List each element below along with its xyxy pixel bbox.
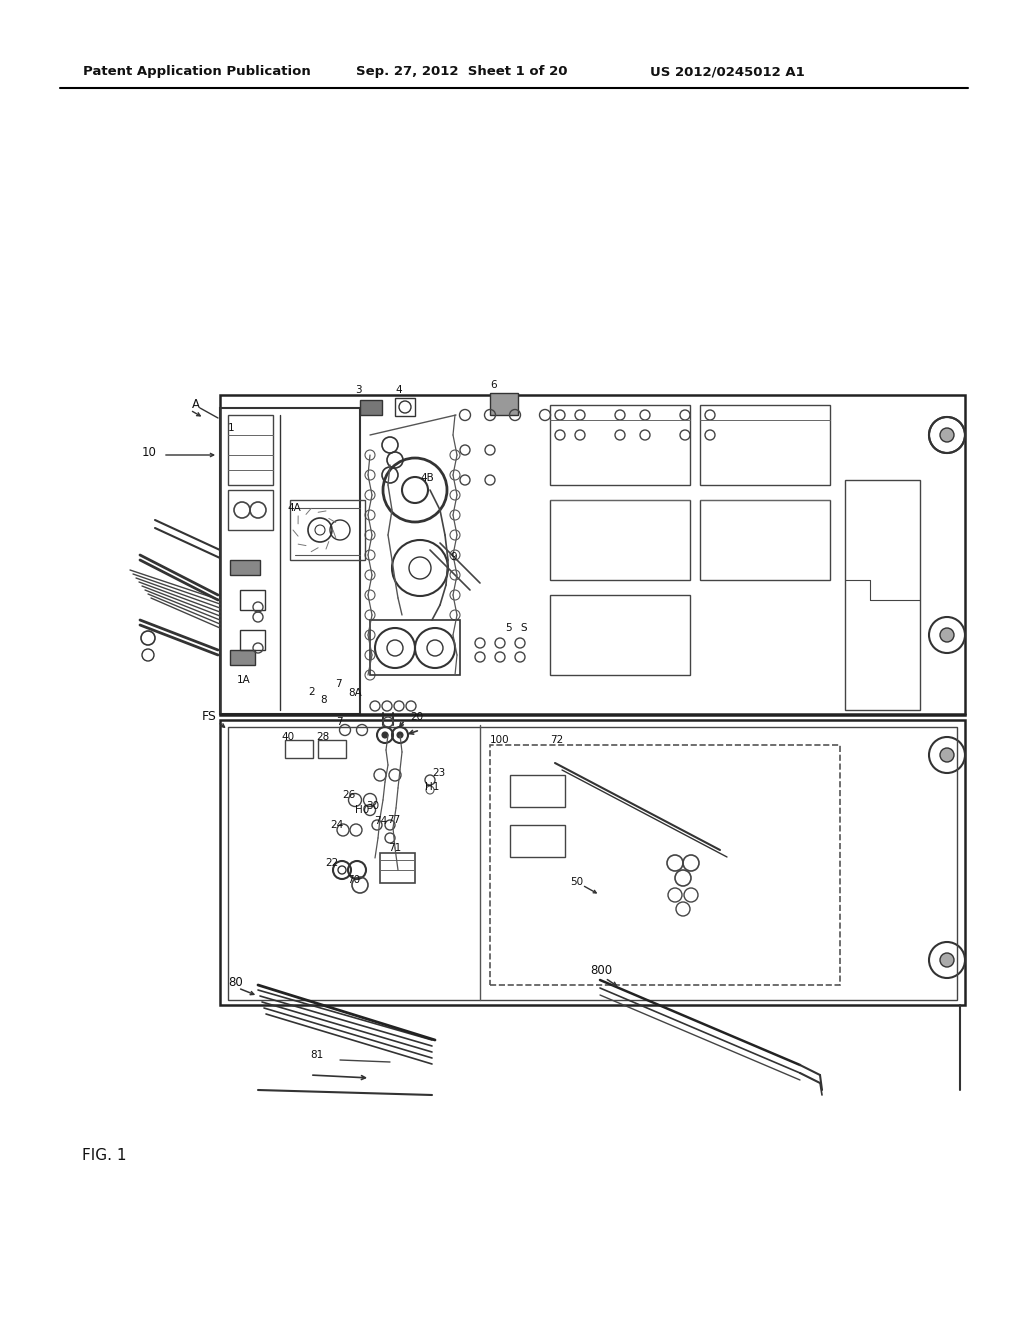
Text: 77: 77: [387, 814, 400, 825]
Text: 26: 26: [342, 789, 355, 800]
Text: 24: 24: [330, 820, 343, 830]
Text: FIG. 1: FIG. 1: [82, 1147, 127, 1163]
Text: 74: 74: [374, 816, 387, 826]
Text: 4A: 4A: [287, 503, 301, 513]
Circle shape: [397, 733, 403, 738]
Text: 4: 4: [395, 385, 401, 395]
Text: 6: 6: [490, 380, 497, 389]
Text: 50: 50: [570, 876, 583, 887]
Bar: [230, 649, 255, 665]
Text: Patent Application Publication: Patent Application Publication: [83, 66, 310, 78]
Bar: [550, 500, 690, 579]
Text: 22: 22: [325, 858, 338, 869]
Text: 8A: 8A: [348, 688, 361, 698]
Text: Sep. 27, 2012  Sheet 1 of 20: Sep. 27, 2012 Sheet 1 of 20: [356, 66, 567, 78]
Bar: [240, 630, 265, 649]
Text: 1A: 1A: [237, 675, 251, 685]
Text: 72: 72: [550, 735, 563, 744]
Text: 28: 28: [316, 733, 330, 742]
Bar: [510, 775, 565, 807]
Text: 80: 80: [228, 975, 243, 989]
Bar: [220, 395, 965, 715]
Text: H0: H0: [355, 805, 370, 814]
Bar: [228, 414, 273, 484]
Text: 1: 1: [228, 422, 234, 433]
Circle shape: [382, 733, 388, 738]
Text: 20: 20: [410, 711, 423, 722]
Text: 5: 5: [505, 623, 512, 634]
Circle shape: [940, 953, 954, 968]
Text: 2: 2: [308, 686, 314, 697]
Bar: [510, 825, 565, 857]
Text: 81: 81: [310, 1049, 324, 1060]
Bar: [490, 744, 840, 985]
Text: 23: 23: [432, 768, 445, 777]
Bar: [230, 560, 260, 576]
Bar: [285, 741, 313, 758]
Bar: [220, 408, 360, 714]
Text: 8: 8: [319, 696, 327, 705]
Text: 30: 30: [366, 801, 379, 810]
Text: 7: 7: [336, 717, 343, 727]
Bar: [318, 741, 346, 758]
Text: 4B: 4B: [420, 473, 434, 483]
Circle shape: [940, 748, 954, 762]
Bar: [228, 727, 957, 1001]
Bar: [370, 620, 460, 675]
Circle shape: [940, 628, 954, 642]
Bar: [228, 490, 273, 531]
Text: 40: 40: [281, 733, 294, 742]
Text: A: A: [193, 397, 200, 411]
Circle shape: [940, 428, 954, 442]
Bar: [240, 590, 265, 610]
Bar: [700, 500, 830, 579]
Text: US 2012/0245012 A1: US 2012/0245012 A1: [650, 66, 805, 78]
Text: 800: 800: [590, 964, 612, 977]
Bar: [490, 393, 518, 414]
Text: 7: 7: [335, 678, 342, 689]
Text: 70: 70: [347, 875, 360, 884]
Bar: [395, 399, 415, 416]
Bar: [360, 400, 382, 414]
Bar: [700, 405, 830, 484]
Text: S: S: [520, 623, 526, 634]
Text: 3: 3: [355, 385, 361, 395]
Bar: [845, 480, 920, 710]
Text: H1: H1: [425, 781, 439, 792]
Bar: [220, 719, 965, 1005]
Bar: [550, 405, 690, 484]
Bar: [550, 595, 690, 675]
Text: 71: 71: [388, 843, 401, 853]
Text: 9: 9: [450, 552, 457, 562]
Text: 100: 100: [490, 735, 510, 744]
Text: FS: FS: [202, 710, 217, 722]
Bar: [290, 500, 365, 560]
Bar: [380, 853, 415, 883]
Text: 10: 10: [142, 446, 157, 459]
